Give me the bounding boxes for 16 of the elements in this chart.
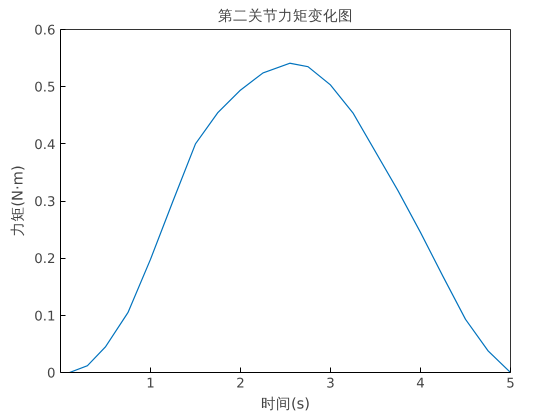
x-tick-label: 1 bbox=[146, 376, 155, 392]
y-tick-label: 0.3 bbox=[34, 195, 56, 210]
x-tick-label: 2 bbox=[236, 376, 245, 392]
y-tick-label: 0.5 bbox=[34, 80, 56, 96]
y-tick-label: 0.1 bbox=[34, 309, 56, 324]
y-axis-title: 力矩(N·m) bbox=[9, 165, 26, 237]
x-tick-label: 5 bbox=[506, 376, 515, 392]
y-tick-label: 0 bbox=[47, 366, 56, 382]
y-tick-label: 0.2 bbox=[34, 252, 56, 268]
y-tick-label: 0.6 bbox=[34, 24, 56, 38]
line-series bbox=[68, 62, 510, 372]
x-axis-title: 时间(s) bbox=[260, 396, 310, 412]
chart-title: 第二关节力矩变化图 bbox=[218, 8, 353, 24]
x-tick-label: 4 bbox=[416, 376, 425, 392]
x-tick-label: 3 bbox=[326, 376, 335, 392]
y-tick-label: 0.4 bbox=[34, 138, 56, 153]
